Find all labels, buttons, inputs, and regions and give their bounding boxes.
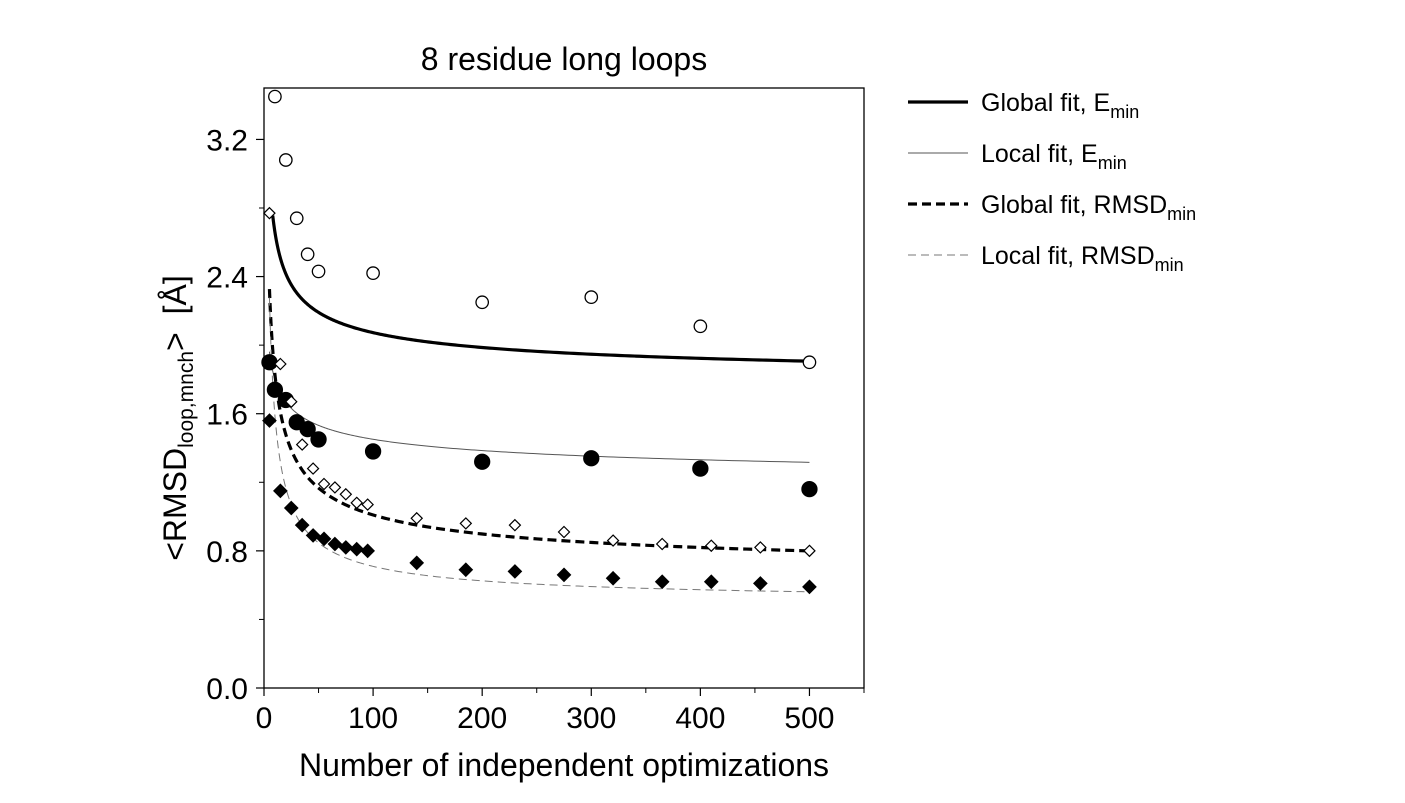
marker-diamond-open-5 xyxy=(306,462,320,475)
y-axis-label: <RMSDloop,mnch> [Å] xyxy=(157,275,198,561)
marker-circle-filled-5 xyxy=(299,420,316,438)
marker-diamond-open-19 xyxy=(803,544,816,558)
legend-label-4: Local fit, RMSDmin xyxy=(981,242,1184,275)
x-tick-label: 300 xyxy=(566,702,616,735)
marker-circle-filled-2 xyxy=(266,381,284,398)
y-tick-label: 3.2 xyxy=(206,124,248,157)
marker-diamond-filled-10 xyxy=(360,543,375,559)
marker-circle-filled-6 xyxy=(310,431,327,448)
marker-circle-open-5 xyxy=(311,264,326,279)
marker-circle-open-2 xyxy=(278,153,293,167)
y-tick-label: 2.4 xyxy=(206,262,248,295)
marker-diamond-open-13 xyxy=(508,518,522,532)
marker-diamond-open-1 xyxy=(263,206,276,220)
marker-diamond-filled-18 xyxy=(753,576,768,591)
marker-circle-filled-9 xyxy=(583,450,600,467)
fit-line-1 xyxy=(271,215,810,363)
svg-text:<RMSDloop,mnch>[Å]: <RMSDloop,mnch> [Å] xyxy=(157,275,198,561)
marker-diamond-open-15 xyxy=(606,534,620,547)
fit-line-3 xyxy=(267,289,810,553)
marker-circle-open-8 xyxy=(584,290,599,304)
marker-diamond-open-11 xyxy=(410,511,424,525)
marker-circle-open-3 xyxy=(289,211,304,226)
marker-diamond-open-4 xyxy=(295,438,309,451)
legend-label-3: Global fit, RMSDmin xyxy=(981,191,1196,224)
x-tick-label: 500 xyxy=(784,702,834,735)
marker-diamond-filled-17 xyxy=(703,574,719,590)
marker-diamond-filled-9 xyxy=(349,541,365,557)
marker-diamond-open-14 xyxy=(557,525,571,539)
legend: Global fit, Emin Local fit, Emin Global fi… xyxy=(908,89,1196,275)
marker-diamond-open-3 xyxy=(284,395,298,409)
y-axis-label-unit: [Å] xyxy=(157,275,193,314)
marker-circle-open-1 xyxy=(268,89,282,104)
y-axis-label-suffix: > xyxy=(157,332,193,351)
fit-line-2 xyxy=(268,351,810,463)
marker-circle-filled-11 xyxy=(801,480,818,498)
marker-diamond-filled-15 xyxy=(605,570,621,586)
marker-diamond-filled-7 xyxy=(327,536,343,552)
marker-diamond-open-8 xyxy=(339,487,353,501)
x-axis-label: Number of independent optimizations xyxy=(299,747,829,783)
plot-frame xyxy=(263,87,865,689)
marker-diamond-open-16 xyxy=(655,537,669,551)
y-tick-label: 1.6 xyxy=(206,399,248,432)
legend-label-1: Global fit, Emin xyxy=(981,89,1139,122)
marker-diamond-filled-16 xyxy=(654,574,670,590)
fit-line-4 xyxy=(268,297,810,593)
marker-diamond-filled-5 xyxy=(305,528,321,543)
marker-circle-open-6 xyxy=(366,266,380,280)
marker-diamond-open-9 xyxy=(350,496,364,510)
x-tick-label: 200 xyxy=(457,702,507,735)
data-markers xyxy=(261,89,818,595)
marker-diamond-filled-13 xyxy=(507,564,523,579)
marker-circle-open-4 xyxy=(300,247,315,262)
marker-circle-filled-7 xyxy=(364,443,382,460)
marker-circle-filled-10 xyxy=(692,460,709,477)
marker-diamond-open-10 xyxy=(361,498,374,511)
marker-diamond-filled-12 xyxy=(458,562,474,578)
marker-diamond-filled-19 xyxy=(802,579,817,595)
marker-diamond-open-12 xyxy=(459,517,473,530)
marker-circle-open-10 xyxy=(802,355,817,370)
x-tick-label: 400 xyxy=(675,702,725,735)
legend-label-2: Local fit, Emin xyxy=(981,140,1127,173)
marker-diamond-open-6 xyxy=(317,477,331,491)
marker-diamond-filled-1 xyxy=(262,413,277,428)
y-axis: 0.0 0.8 1.6 2.4 3.2 xyxy=(206,124,264,706)
y-axis-label-prefix: <RMSD xyxy=(157,448,193,561)
marker-diamond-filled-8 xyxy=(338,540,354,555)
marker-diamond-open-17 xyxy=(704,539,718,553)
marker-diamond-open-18 xyxy=(754,541,767,554)
marker-diamond-open-2 xyxy=(274,357,287,371)
marker-diamond-filled-11 xyxy=(409,555,425,571)
marker-circle-filled-8 xyxy=(474,453,491,470)
x-tick-label: 100 xyxy=(348,702,398,735)
marker-diamond-filled-14 xyxy=(556,567,572,583)
y-tick-label: 0.0 xyxy=(206,673,248,706)
marker-diamond-filled-3 xyxy=(283,500,299,516)
y-axis-label-subscript: loop,mnch xyxy=(175,351,198,448)
chart-title: 8 residue long loops xyxy=(421,41,707,77)
marker-diamond-filled-2 xyxy=(273,483,288,499)
x-tick-label: 0 xyxy=(256,702,273,735)
x-axis: 0 100 200 300 400 500 xyxy=(256,688,865,735)
marker-circle-open-7 xyxy=(475,295,490,310)
fit-curves xyxy=(267,215,810,593)
marker-diamond-filled-6 xyxy=(316,531,332,547)
marker-circle-open-9 xyxy=(693,319,708,334)
marker-diamond-open-7 xyxy=(328,481,342,494)
marker-diamond-filled-4 xyxy=(294,517,310,533)
y-tick-label: 0.8 xyxy=(206,536,248,569)
